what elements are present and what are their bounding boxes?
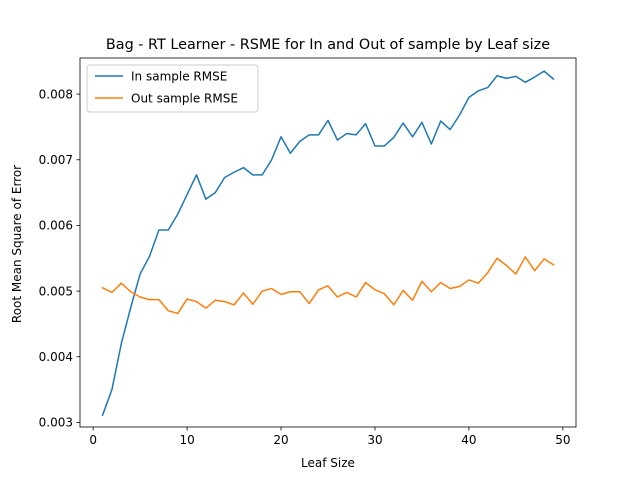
legend-label: Out sample RMSE [131,91,238,105]
y-tick-label: 0.008 [39,87,73,101]
x-tick-label: 50 [555,433,570,447]
y-tick-label: 0.005 [39,284,73,298]
x-tick-label: 30 [367,433,382,447]
x-axis-label: Leaf Size [301,456,355,470]
x-tick-label: 0 [89,433,97,447]
series-line-in-sample [101,70,555,417]
y-tick-label: 0.003 [39,416,73,430]
y-tick-label: 0.004 [39,350,73,364]
series-line-out-sample [101,256,555,315]
y-tick-label: 0.006 [39,219,73,233]
x-tick-label: 10 [179,433,194,447]
x-tick-label: 40 [461,433,476,447]
legend-label: In sample RMSE [131,69,227,83]
y-tick-label: 0.007 [39,153,73,167]
plot-area: 0 10 20 30 40 50 0.003 0.004 0.005 0.006 0.007 0.00… [39,57,577,447]
x-tick-label: 20 [273,433,288,447]
legend-box [86,64,259,113]
axes-frame [79,57,577,428]
legend: In sample RMSE Out sample RMSE [86,64,259,113]
y-axis-label: Root Mean Square of Error [10,165,24,323]
chart-title: Bag - RT Learner - RSME for In and Out o… [106,37,550,53]
